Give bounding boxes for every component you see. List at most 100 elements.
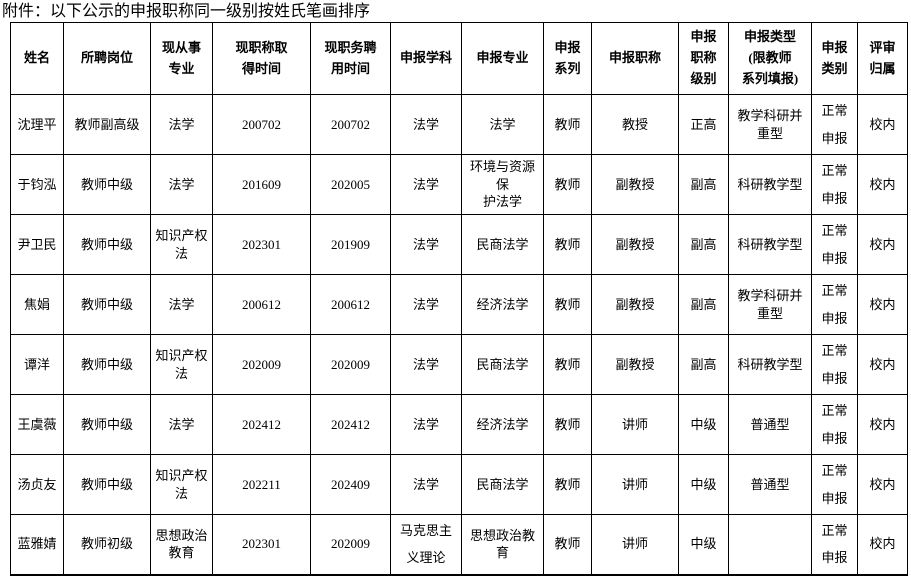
cell-post-hired-date: 200612 xyxy=(310,274,391,335)
cell-hired-post: 教师中级 xyxy=(63,454,151,515)
cell-title-obtained-date: 202211 xyxy=(212,454,311,515)
cell-applied-series: 教师 xyxy=(543,154,592,215)
cell-application-type: 科研教学型 xyxy=(728,334,812,395)
cell-application-type: 教学科研并 重型 xyxy=(728,94,812,155)
cell-applied-title-level: 副高 xyxy=(678,154,729,215)
cell-application-category: 正常 申报 xyxy=(811,214,858,275)
column-header-application-category: 申报 类别 xyxy=(811,22,858,95)
cell-name: 焦娟 xyxy=(10,274,64,335)
cell-applied-major: 经济法学 xyxy=(461,274,544,335)
cell-applied-title: 副教授 xyxy=(591,334,679,395)
cell-name: 沈理平 xyxy=(10,94,64,155)
cell-applied-major: 思想政治教育 xyxy=(461,514,544,576)
cell-applied-discipline: 法学 xyxy=(390,214,462,275)
cell-application-type: 科研教学型 xyxy=(728,154,812,215)
table-row: 焦娟 教师中级 法学 200612 200612 法学 经济法学 教师 副教授 副高 教学科研并 重… xyxy=(10,274,908,335)
cell-application-type: 普通型 xyxy=(728,454,812,515)
column-header-applied-title: 申报职称 xyxy=(591,22,679,95)
cell-applied-discipline: 法学 xyxy=(390,454,462,515)
column-header-name: 姓名 xyxy=(10,22,64,95)
cell-review-attribution: 校内 xyxy=(857,154,908,215)
cell-hired-post: 教师中级 xyxy=(63,214,151,275)
cell-title-obtained-date: 201609 xyxy=(212,154,311,215)
cell-post-hired-date: 200702 xyxy=(310,94,391,155)
cell-application-category: 正常 申报 xyxy=(811,394,858,455)
cell-applied-series: 教师 xyxy=(543,334,592,395)
cell-applied-major: 环境与资源保 护法学 xyxy=(461,154,544,215)
cell-post-hired-date: 202005 xyxy=(310,154,391,215)
column-header-applied-major: 申报专业 xyxy=(461,22,544,95)
table-row: 王虞薇 教师中级 法学 202412 202412 法学 经济法学 教师 讲师 中级 普通型 正常 申… xyxy=(10,394,908,455)
table-header-row: 姓名 所聘岗位 现从事 专业 现职称取 得时间 现职务聘 用时间 申报学科 申报专业 申报 系… xyxy=(10,22,908,95)
cell-applied-series: 教师 xyxy=(543,94,592,155)
cell-applied-title-level: 副高 xyxy=(678,214,729,275)
column-header-review-attribution: 评审 归属 xyxy=(857,22,908,95)
column-header-post-hired-date: 现职务聘 用时间 xyxy=(310,22,391,95)
cell-current-major: 法学 xyxy=(150,274,213,335)
cell-application-type xyxy=(728,514,812,576)
cell-title-obtained-date: 200702 xyxy=(212,94,311,155)
cell-applied-discipline: 法学 xyxy=(390,394,462,455)
cell-title-obtained-date: 202301 xyxy=(212,514,311,576)
column-header-applied-discipline: 申报学科 xyxy=(390,22,462,95)
cell-post-hired-date: 202009 xyxy=(310,334,391,395)
cell-applied-series: 教师 xyxy=(543,214,592,275)
cell-title-obtained-date: 202301 xyxy=(212,214,311,275)
cell-applied-title: 教授 xyxy=(591,94,679,155)
attachment-title: 附件：以下公示的申报职称同一级别按姓氏笔画排序 xyxy=(2,3,371,20)
cell-applied-major: 法学 xyxy=(461,94,544,155)
column-header-hired-post: 所聘岗位 xyxy=(63,22,151,95)
title-application-table: 姓名 所聘岗位 现从事 专业 现职称取 得时间 现职务聘 用时间 申报学科 申报专业 申报 系… xyxy=(10,22,908,576)
cell-applied-title-level: 副高 xyxy=(678,274,729,335)
cell-application-category: 正常 申报 xyxy=(811,514,858,576)
cell-applied-discipline: 法学 xyxy=(390,154,462,215)
cell-applied-discipline: 法学 xyxy=(390,94,462,155)
column-header-current-major: 现从事 专业 xyxy=(150,22,213,95)
cell-hired-post: 教师中级 xyxy=(63,274,151,335)
cell-current-major: 法学 xyxy=(150,154,213,215)
cell-name: 蓝雅婧 xyxy=(10,514,64,576)
cell-applied-series: 教师 xyxy=(543,454,592,515)
cell-current-major: 知识产权 法 xyxy=(150,334,213,395)
cell-post-hired-date: 202409 xyxy=(310,454,391,515)
cell-hired-post: 教师中级 xyxy=(63,394,151,455)
cell-applied-title-level: 中级 xyxy=(678,394,729,455)
cell-applied-title: 讲师 xyxy=(591,394,679,455)
cell-title-obtained-date: 200612 xyxy=(212,274,311,335)
cell-review-attribution: 校内 xyxy=(857,94,908,155)
cell-applied-title: 讲师 xyxy=(591,454,679,515)
cell-current-major: 知识产权 法 xyxy=(150,454,213,515)
cell-applied-major: 民商法学 xyxy=(461,214,544,275)
cell-application-category: 正常 申报 xyxy=(811,154,858,215)
cell-application-type: 科研教学型 xyxy=(728,214,812,275)
cell-post-hired-date: 202412 xyxy=(310,394,391,455)
cell-applied-title-level: 中级 xyxy=(678,514,729,576)
cell-application-category: 正常 申报 xyxy=(811,334,858,395)
cell-review-attribution: 校内 xyxy=(857,394,908,455)
cell-application-category: 正常 申报 xyxy=(811,274,858,335)
cell-applied-title: 讲师 xyxy=(591,514,679,576)
cell-applied-discipline: 法学 xyxy=(390,274,462,335)
cell-title-obtained-date: 202412 xyxy=(212,394,311,455)
cell-name: 王虞薇 xyxy=(10,394,64,455)
cell-applied-discipline: 马克思主 义理论 xyxy=(390,514,462,576)
cell-post-hired-date: 201909 xyxy=(310,214,391,275)
cell-applied-major: 民商法学 xyxy=(461,334,544,395)
cell-applied-title-level: 副高 xyxy=(678,334,729,395)
column-header-applied-title-level: 申报 职称 级别 xyxy=(678,22,729,95)
cell-title-obtained-date: 202009 xyxy=(212,334,311,395)
cell-current-major: 知识产权 法 xyxy=(150,214,213,275)
table-row: 沈理平 教师副高级 法学 200702 200702 法学 法学 教师 教授 正高 教学科研并 重型… xyxy=(10,94,908,155)
cell-application-category: 正常 申报 xyxy=(811,94,858,155)
table-row: 尹卫民 教师中级 知识产权 法 202301 201909 法学 民商法学 教师 副教授 副高 科研… xyxy=(10,214,908,275)
cell-current-major: 思想政治 教育 xyxy=(150,514,213,576)
cell-applied-series: 教师 xyxy=(543,514,592,576)
cell-application-category: 正常 申报 xyxy=(811,454,858,515)
cell-applied-series: 教师 xyxy=(543,394,592,455)
cell-review-attribution: 校内 xyxy=(857,454,908,515)
cell-applied-major: 经济法学 xyxy=(461,394,544,455)
cell-review-attribution: 校内 xyxy=(857,274,908,335)
cell-hired-post: 教师初级 xyxy=(63,514,151,576)
cell-name: 尹卫民 xyxy=(10,214,64,275)
cell-applied-title-level: 中级 xyxy=(678,454,729,515)
